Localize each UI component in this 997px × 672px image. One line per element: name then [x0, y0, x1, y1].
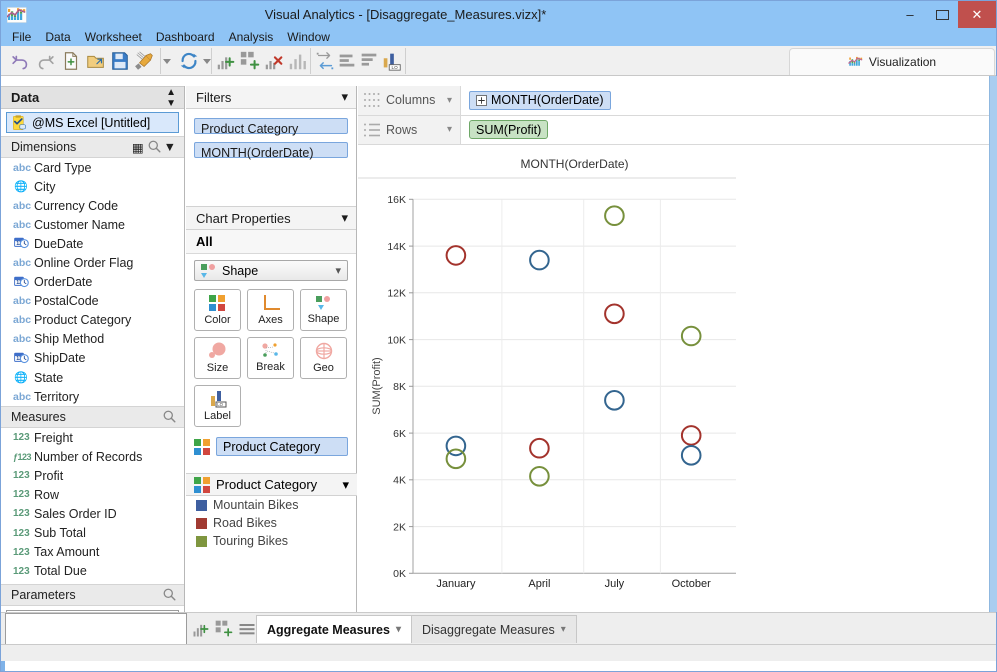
svg-text:LO: LO	[217, 402, 223, 407]
svg-text:April: April	[528, 578, 550, 590]
svg-text:July: July	[605, 578, 625, 590]
svg-text:4K: 4K	[393, 475, 406, 487]
svg-text:8K: 8K	[393, 381, 406, 393]
svg-text:12K: 12K	[387, 288, 406, 300]
svg-text:January: January	[436, 578, 476, 590]
svg-text:2K: 2K	[393, 521, 406, 533]
svg-text:6K: 6K	[393, 428, 406, 440]
svg-text:16K: 16K	[387, 194, 406, 206]
svg-text:SUM(Profit): SUM(Profit)	[371, 357, 383, 414]
svg-text:LO: LO	[392, 65, 399, 70]
svg-text:14K: 14K	[387, 241, 406, 253]
svg-text:0K: 0K	[393, 568, 406, 580]
svg-text:October: October	[672, 578, 711, 590]
svg-text:10K: 10K	[387, 334, 406, 346]
svg-text:MONTH(OrderDate): MONTH(OrderDate)	[520, 157, 628, 171]
